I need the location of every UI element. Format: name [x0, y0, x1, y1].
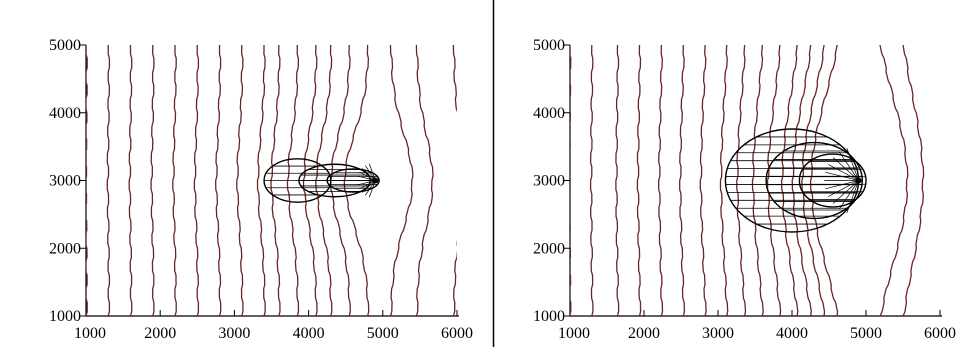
contour-line: [791, 45, 812, 316]
contour-line: [150, 45, 155, 316]
x-tick-label: 1000: [558, 325, 590, 342]
chart-right: 1000 2000 3000 4000 5000 1000 2000 3000 4000 5000…: [533, 37, 956, 342]
plot-area: [86, 45, 457, 316]
contour-line: [736, 45, 747, 316]
front-radial: [828, 164, 859, 181]
y-tick-label: 2000: [533, 240, 565, 257]
contour-line: [106, 45, 111, 316]
x-tick-label: 4000: [776, 325, 808, 342]
y-tick-label: 1000: [49, 308, 81, 325]
front-radial: [839, 151, 859, 181]
x-tick-label: 6000: [924, 325, 956, 342]
contour-line: [415, 45, 434, 316]
contour-line: [658, 45, 664, 316]
contour-line: [781, 45, 799, 316]
contour-line: [570, 45, 572, 316]
contour-line: [256, 45, 266, 316]
chart-left: 1000 2000 3000 4000 5000 1000 2000 3000 4000 5000…: [49, 37, 473, 342]
front-radial: [828, 180, 859, 197]
y-tick-label: 4000: [533, 105, 565, 122]
contour-line: [766, 45, 782, 316]
contour-line: [128, 45, 133, 316]
x-tick-label: 5000: [367, 325, 399, 342]
front-radial: [825, 171, 859, 181]
contour-line: [589, 45, 594, 316]
contour-line: [902, 45, 925, 316]
front-radial: [846, 180, 859, 213]
contour-line: [679, 45, 686, 316]
x-tick-label: 2000: [628, 325, 660, 342]
contour-line: [86, 45, 88, 316]
contour-line: [879, 45, 909, 316]
contour-line: [615, 45, 620, 316]
y-tick-label: 4000: [49, 105, 81, 122]
y-tick-label: 2000: [49, 240, 81, 257]
contour-line: [941, 45, 954, 316]
contour-line: [193, 45, 200, 316]
x-tick-label: 2000: [144, 325, 176, 342]
y-tick-label: 5000: [49, 37, 81, 54]
y-tick-label: 1000: [533, 308, 565, 325]
x-tick-label: 1000: [74, 325, 106, 342]
contour-line: [172, 45, 177, 316]
source-point: [372, 177, 379, 184]
front-radial: [825, 180, 859, 190]
contour-line: [751, 45, 764, 316]
y-tick-label: 3000: [533, 173, 565, 190]
contour-line: [215, 45, 222, 316]
contour-line: [801, 45, 826, 316]
contour-line: [699, 45, 707, 316]
y-tick-label: 5000: [533, 37, 565, 54]
y-tick-label: 3000: [49, 173, 81, 190]
contour-line: [719, 45, 729, 316]
front-radial: [832, 180, 859, 204]
x-tick-label: 4000: [293, 325, 325, 342]
x-tick-label: 3000: [218, 325, 250, 342]
contour-line: [236, 45, 244, 316]
front-radial: [846, 148, 859, 181]
x-tick-label: 3000: [702, 325, 734, 342]
plot-area: [570, 45, 954, 316]
front-radial: [832, 157, 859, 181]
x-tick-label: 5000: [850, 325, 882, 342]
contour-line: [809, 45, 839, 316]
front-ellipse: [765, 141, 864, 220]
contour-line: [636, 45, 642, 316]
front-radial: [839, 180, 859, 210]
contour-line: [389, 45, 414, 316]
contour-line: [452, 45, 457, 316]
front-ellipse: [798, 153, 867, 208]
source-point: [855, 177, 862, 184]
x-tick-label: 6000: [441, 325, 473, 342]
